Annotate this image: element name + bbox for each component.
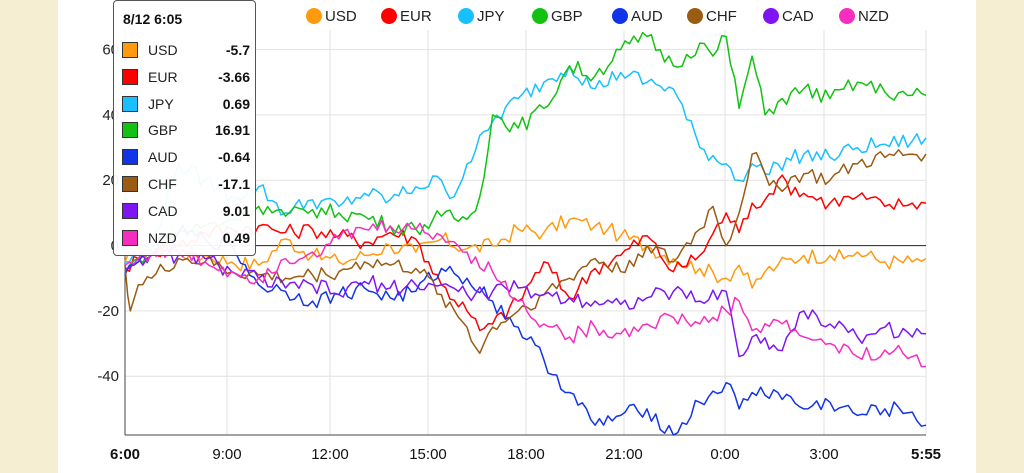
tooltip-value: -0.64 <box>218 149 250 166</box>
tooltip-currency: AUD <box>148 149 178 166</box>
tooltip-swatch <box>122 95 138 112</box>
legend-swatch <box>687 8 703 24</box>
legend-label: GBP <box>551 8 583 25</box>
y-tick-label: -40 <box>97 368 119 385</box>
tooltip-swatch <box>122 229 138 246</box>
legend-label: EUR <box>400 8 432 25</box>
series-line-gbp[interactable] <box>124 31 927 273</box>
legend-swatch <box>763 8 779 24</box>
tooltip-currency: CHF <box>148 176 177 192</box>
tooltip-value: -5.7 <box>225 42 250 58</box>
tooltip-swatch <box>122 176 138 192</box>
tooltip-value: 0.69 <box>222 95 250 112</box>
tooltip-row-gbp: GBP 16.91 <box>122 120 252 140</box>
legend-item-chf[interactable]: CHF <box>687 8 737 28</box>
tooltip-value: 9.01 <box>222 202 250 219</box>
legend-label: CHF <box>706 8 737 25</box>
tooltip-currency: NZD <box>148 229 177 246</box>
right-margin <box>976 0 1024 473</box>
tooltip-swatch <box>122 149 138 166</box>
legend-item-aud[interactable]: AUD <box>612 8 663 28</box>
tooltip-swatch <box>122 202 138 219</box>
legend-swatch <box>612 8 628 24</box>
x-tick-label: 0:00 <box>710 446 739 463</box>
legend-swatch <box>306 8 322 24</box>
tooltip-row-eur: EUR -3.66 <box>122 67 252 87</box>
legend-item-jpy[interactable]: JPY <box>458 8 505 28</box>
series-line-cad[interactable] <box>124 247 927 358</box>
x-tick-label: 9:00 <box>212 446 241 463</box>
line-chart[interactable]: -40-2002040606:009:0012:0015:0018:0021:0… <box>58 0 976 473</box>
legend-swatch <box>381 8 397 24</box>
x-tick-label: 18:00 <box>507 446 545 463</box>
x-tick-label: 5:55 <box>911 446 941 463</box>
series-line-usd[interactable] <box>124 215 927 289</box>
series-line-jpy[interactable] <box>124 65 927 263</box>
legend-label: JPY <box>477 8 505 25</box>
tooltip-currency: CAD <box>148 202 178 219</box>
tooltip-value: 16.91 <box>214 122 250 139</box>
legend-swatch <box>458 8 474 24</box>
tooltip-row-nzd: NZD 0.49 <box>122 228 252 248</box>
tooltip-title: 8/12 6:05 <box>123 11 183 27</box>
tooltip: 8/12 6:05 USD -5.7 EUR -3.66 JPY 0.69 GBP 16.91… <box>113 0 256 256</box>
legend-item-eur[interactable]: EUR <box>381 8 432 28</box>
x-tick-label: 6:00 <box>110 446 140 463</box>
legend-swatch <box>839 8 855 24</box>
legend-item-gbp[interactable]: GBP <box>532 8 583 28</box>
legend-item-nzd[interactable]: NZD <box>839 8 889 28</box>
x-tick-label: 3:00 <box>809 446 838 463</box>
tooltip-value: -3.66 <box>218 68 250 85</box>
x-tick-label: 15:00 <box>409 446 447 463</box>
legend-label: AUD <box>631 8 663 25</box>
legend-label: USD <box>325 8 357 25</box>
chart-panel: -40-2002040606:009:0012:0015:0018:0021:0… <box>58 0 976 473</box>
legend-swatch <box>532 8 548 24</box>
tooltip-row-aud: AUD -0.64 <box>122 147 252 167</box>
series-line-chf[interactable] <box>124 149 927 355</box>
x-tick-label: 21:00 <box>605 446 643 463</box>
legend-item-cad[interactable]: CAD <box>763 8 814 28</box>
series-line-eur[interactable] <box>124 174 927 332</box>
legend-label: CAD <box>782 8 814 25</box>
series-line-nzd[interactable] <box>124 219 927 368</box>
left-margin <box>0 0 58 473</box>
tooltip-swatch <box>122 42 138 58</box>
tooltip-currency: JPY <box>148 95 174 112</box>
legend-label: NZD <box>858 8 889 25</box>
series-line-aud[interactable] <box>124 224 927 436</box>
tooltip-value: -17.1 <box>218 176 250 192</box>
tooltip-value: 0.49 <box>222 229 250 246</box>
legend-item-usd[interactable]: USD <box>306 8 357 28</box>
tooltip-currency: USD <box>148 42 178 58</box>
tooltip-row-jpy: JPY 0.69 <box>122 94 252 114</box>
tooltip-swatch <box>122 122 138 139</box>
tooltip-row-chf: CHF -17.1 <box>122 174 252 194</box>
tooltip-currency: GBP <box>148 122 178 139</box>
y-tick-label: -20 <box>97 303 119 320</box>
x-tick-label: 12:00 <box>311 446 349 463</box>
tooltip-currency: EUR <box>148 68 178 85</box>
tooltip-row-usd: USD -5.7 <box>122 40 252 60</box>
tooltip-swatch <box>122 68 138 85</box>
tooltip-row-cad: CAD 9.01 <box>122 201 252 221</box>
